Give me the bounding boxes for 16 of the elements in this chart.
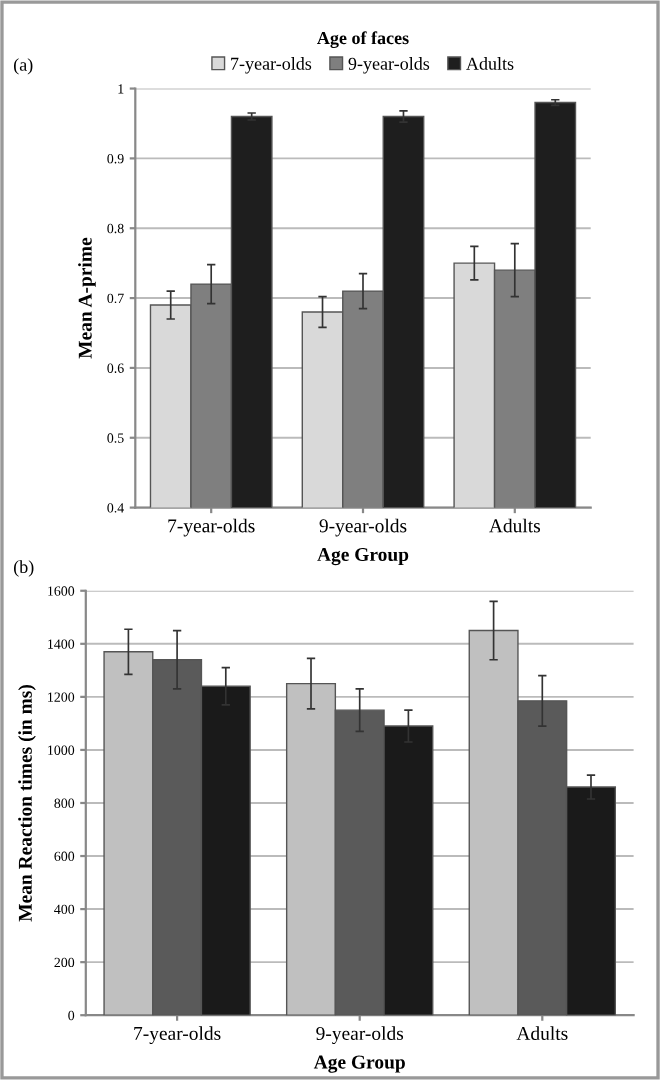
x-tick-label: Adults (516, 1026, 568, 1040)
legend-label: 7-year-olds (231, 57, 312, 74)
x-tick-label: 7-year-olds (134, 1026, 221, 1044)
x-tick-label: Adults (489, 518, 541, 533)
x-tick-label: 9-year-olds (319, 518, 407, 537)
x-axis-title: Age Group (317, 547, 409, 566)
y-axis-title: Mean A-prime (78, 237, 96, 359)
legend-label: 9-year-olds (348, 57, 430, 74)
legend-title: Age of faces (317, 31, 409, 48)
x-tick-label: 7-year-olds (168, 518, 255, 537)
x-axis-title: Age Group (313, 1055, 405, 1073)
y-axis-title: Mean Reaction times (in ms) (18, 685, 36, 922)
legend-label: Adults (466, 57, 514, 70)
text: (b) (13, 560, 34, 577)
text: (a) (13, 58, 33, 75)
x-tick-label: 9-year-olds (316, 1026, 404, 1044)
